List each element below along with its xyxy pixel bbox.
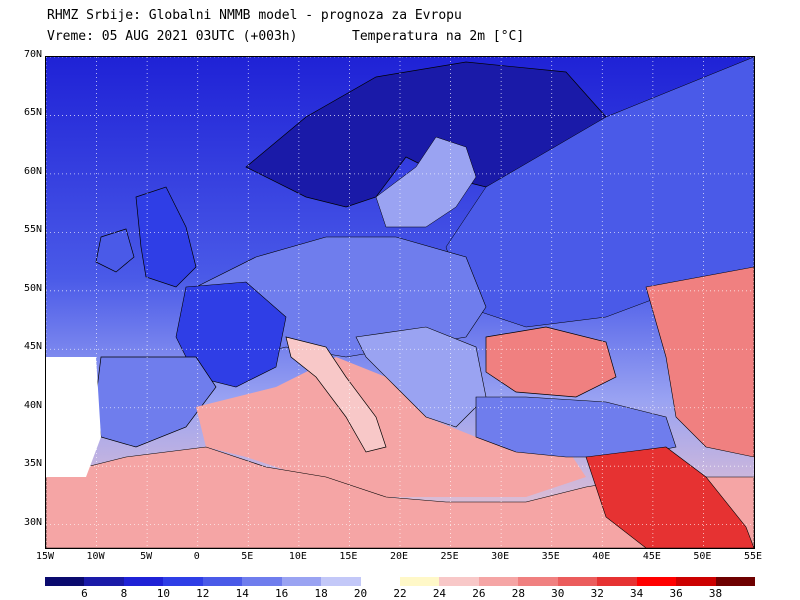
legend-label: 14: [235, 587, 249, 600]
lon-tick-label: 15E: [339, 551, 358, 562]
forecast-time: Vreme: 05 AUG 2021 03UTC (+003h): [47, 29, 298, 44]
lat-tick-label: 50N: [23, 282, 42, 294]
legend-swatch: [478, 577, 519, 586]
lon-tick-label: 55E: [743, 551, 763, 562]
lat-tick-label: 40N: [23, 399, 42, 411]
lon-tick-label: 25E: [440, 551, 459, 562]
mediterranean-sea: [196, 357, 586, 497]
legend-swatch: [557, 577, 598, 586]
lon-tick-label: 20E: [389, 551, 409, 562]
lat-tick-label: 35N: [23, 458, 42, 470]
lon-tick-label: 50E: [693, 551, 712, 562]
lat-tick-label: 30N: [23, 516, 42, 528]
legend-label: 16: [275, 587, 289, 600]
variable-label: Temperatura na 2m [°C]: [352, 29, 525, 44]
legend-label: 32: [590, 587, 604, 600]
lat-tick-label: 60N: [23, 165, 42, 177]
map-canvas: [46, 57, 754, 548]
legend-swatch: [715, 577, 756, 586]
lon-tick-label: 35E: [541, 551, 560, 562]
lon-tick-label: 0: [193, 551, 200, 562]
color-legend: [45, 577, 756, 586]
lat-tick-label: 65N: [23, 107, 42, 119]
legend-swatch: [202, 577, 243, 586]
north-africa: [46, 446, 754, 548]
legend-swatch: [676, 577, 717, 586]
baltic-sea: [375, 136, 477, 228]
balkans: [355, 326, 487, 428]
legend-label: 30: [551, 587, 565, 600]
lon-tick-label: 15W: [35, 551, 55, 562]
legend-label: 6: [81, 587, 88, 600]
legend-label: 10: [156, 587, 170, 600]
black-sea: [485, 326, 617, 398]
legend-label: 34: [630, 587, 644, 600]
legend-label: 12: [196, 587, 210, 600]
legend-swatch: [400, 577, 440, 586]
lon-tick-label: 10E: [288, 551, 307, 562]
italy: [285, 336, 387, 453]
legend-label: 24: [432, 587, 447, 600]
lat-tick-label: 45N: [23, 341, 42, 353]
legend-label: 8: [120, 587, 128, 600]
chart-title: RHMZ Srbije: Globalni NMMB model - progn…: [47, 8, 462, 23]
legend-swatch: [321, 577, 362, 586]
middle-east: [585, 446, 754, 548]
lon-tick-label: 30E: [491, 551, 510, 562]
lon-tick-label: 40E: [592, 551, 611, 562]
legend-swatch: [360, 577, 401, 586]
legend-swatch: [163, 577, 204, 586]
legend-label: 38: [708, 587, 723, 600]
lon-tick-label: 5W: [140, 551, 153, 562]
legend-label: 28: [511, 587, 525, 600]
legend-label: 20: [353, 587, 368, 600]
legend-swatch: [242, 577, 283, 586]
lon-tick-label: 5E: [241, 551, 254, 562]
temperature-map: [45, 56, 755, 549]
legend-swatch: [123, 577, 164, 586]
lat-tick-label: 55N: [23, 224, 42, 236]
legend-swatch: [84, 577, 125, 586]
legend-swatch: [518, 577, 559, 586]
legend-swatch: [45, 577, 85, 586]
legend-swatch: [281, 577, 322, 586]
legend-swatch: [597, 577, 638, 586]
legend-label: 22: [393, 587, 407, 600]
legend-swatch: [636, 577, 677, 586]
legend-swatch: [439, 577, 480, 586]
legend-label: 26: [472, 587, 486, 600]
caucasus-caspian: [645, 266, 754, 458]
france: [175, 281, 287, 388]
lon-tick-label: 45E: [642, 551, 661, 562]
legend-label: 36: [669, 587, 683, 600]
lon-tick-label: 10W: [86, 551, 105, 562]
lat-tick-label: 70N: [23, 49, 42, 60]
legend-label: 18: [314, 587, 328, 600]
atlantic-west: [46, 357, 101, 477]
great-britain: [135, 186, 197, 288]
